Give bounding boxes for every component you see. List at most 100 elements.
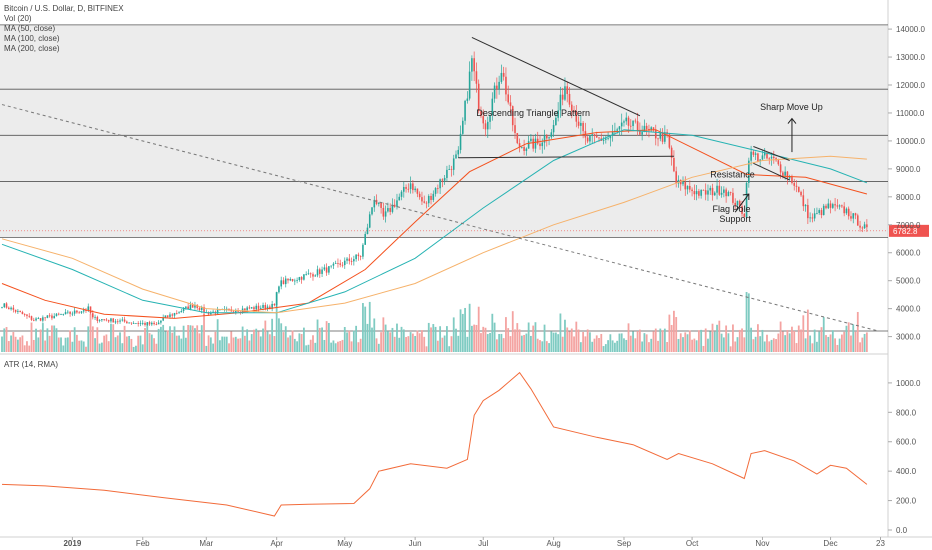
candle xyxy=(670,147,673,159)
volume-bar xyxy=(314,342,317,352)
candle xyxy=(523,146,525,152)
candle xyxy=(811,217,814,219)
volume-bar xyxy=(357,342,360,352)
volume-bar xyxy=(632,331,634,352)
volume-bar xyxy=(296,341,298,352)
volume-bar xyxy=(62,345,65,352)
candle xyxy=(382,207,385,217)
symbol-title[interactable]: Bitcoin / U.S. Dollar, D, BITFINEX xyxy=(4,4,124,13)
volume-bar xyxy=(189,325,192,352)
candle xyxy=(866,224,868,228)
candle xyxy=(269,306,271,309)
candle xyxy=(257,305,260,309)
candle xyxy=(155,324,158,325)
time-axis-label: 23 xyxy=(876,539,885,548)
volume-bar xyxy=(323,339,326,352)
dashed-trendline xyxy=(1,104,879,332)
candle xyxy=(716,185,718,193)
volume-bar xyxy=(800,329,802,352)
volume-bar xyxy=(303,327,305,352)
volume-bar xyxy=(847,322,850,352)
volume-bar xyxy=(421,330,423,352)
candle xyxy=(623,121,625,123)
candle xyxy=(734,202,737,206)
candle xyxy=(312,274,314,277)
indicator-atr[interactable]: ATR (14, RMA) xyxy=(4,360,59,369)
volume-bar xyxy=(673,310,675,352)
volume-bar xyxy=(110,323,112,352)
volume-bar xyxy=(180,338,183,352)
atr-axis-label: 400.0 xyxy=(896,467,917,476)
volume-bar xyxy=(44,340,47,352)
volume-bar xyxy=(781,331,784,352)
volume-bar xyxy=(191,325,194,352)
volume-bar xyxy=(107,341,110,352)
volume-bar xyxy=(89,313,92,352)
volume-bar xyxy=(702,345,705,352)
candle xyxy=(489,115,491,122)
candle xyxy=(441,179,444,181)
volume-bar xyxy=(845,325,848,352)
candle xyxy=(836,205,839,207)
candle xyxy=(570,104,573,111)
candle xyxy=(21,312,24,315)
candle xyxy=(854,213,857,216)
volume-bar xyxy=(382,317,385,352)
candle xyxy=(816,212,818,214)
volume-bar xyxy=(169,326,171,352)
volume-bar xyxy=(468,303,471,352)
candle xyxy=(10,307,12,310)
candle xyxy=(64,312,67,315)
volume-bar xyxy=(722,337,725,352)
time-axis-label: Dec xyxy=(823,539,837,548)
candle xyxy=(654,130,657,139)
candle xyxy=(859,225,861,228)
candle xyxy=(725,189,727,197)
candle xyxy=(527,141,530,149)
volume-bar xyxy=(661,330,664,352)
indicator-ma100[interactable]: MA (100, close) xyxy=(4,34,60,43)
candle xyxy=(856,215,859,226)
candle xyxy=(521,146,523,148)
candle xyxy=(575,111,578,122)
volume-bar xyxy=(591,341,594,352)
candle xyxy=(802,195,805,207)
candle xyxy=(73,310,76,314)
indicator-volume[interactable]: Vol (20) xyxy=(4,14,32,23)
candle xyxy=(561,94,564,100)
atr-axis-label: 0.0 xyxy=(896,526,908,535)
candle xyxy=(51,315,53,319)
volume-bar xyxy=(718,320,721,352)
candle xyxy=(166,315,169,317)
candle xyxy=(373,199,376,208)
volume-bar xyxy=(736,337,739,352)
candle xyxy=(291,279,294,281)
candle xyxy=(321,269,323,274)
candle xyxy=(284,278,287,285)
ma200-line xyxy=(1,155,867,314)
volume-bar xyxy=(557,334,560,352)
candle xyxy=(459,133,462,150)
candle xyxy=(37,318,40,319)
indicator-ma200[interactable]: MA (200, close) xyxy=(4,44,60,53)
candle xyxy=(255,305,258,310)
volume-bar xyxy=(194,328,196,352)
volume-bar xyxy=(552,332,555,352)
volume-bar xyxy=(116,335,119,352)
volume-bar xyxy=(579,342,582,352)
candle xyxy=(348,258,351,262)
candle xyxy=(582,122,584,132)
volume-bar xyxy=(500,333,503,352)
candle xyxy=(196,304,199,308)
volume-bar xyxy=(625,339,628,352)
candle xyxy=(720,192,723,195)
indicator-ma50[interactable]: MA (50, close) xyxy=(4,24,56,33)
candle xyxy=(693,191,696,195)
volume-bar xyxy=(248,340,251,352)
candle xyxy=(384,211,387,217)
volume-bar xyxy=(761,329,764,352)
volume-bar xyxy=(371,327,373,352)
volume-bar xyxy=(704,328,707,352)
candle xyxy=(698,191,700,196)
volume-bar xyxy=(747,293,750,352)
